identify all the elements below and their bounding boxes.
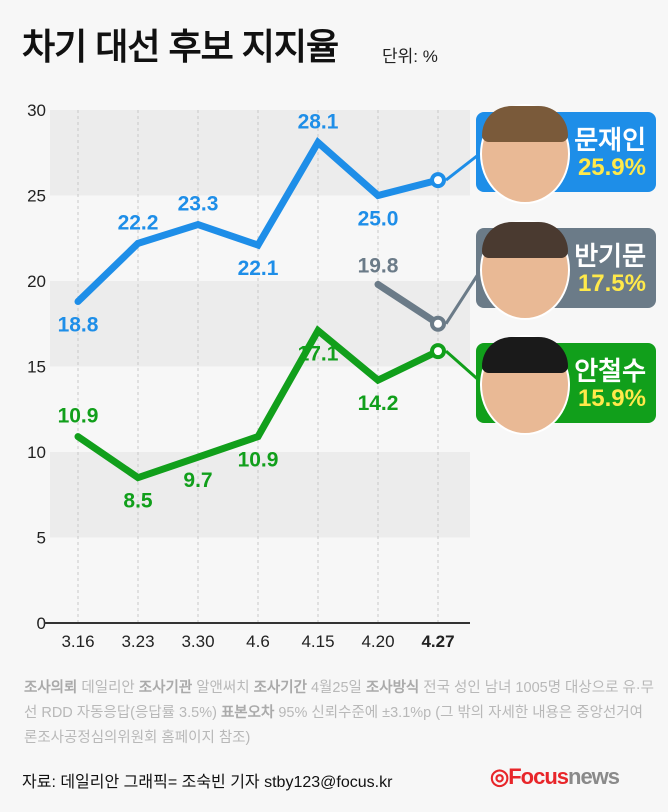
candidate-value: 17.5% bbox=[577, 270, 646, 297]
candidate-name: 반기문 bbox=[574, 241, 646, 271]
data-label: 9.7 bbox=[183, 469, 212, 492]
x-tick-label: 4.6 bbox=[246, 632, 270, 651]
data-label: 8.5 bbox=[123, 490, 153, 513]
series-line bbox=[74, 137, 442, 306]
y-tick-label: 20 bbox=[27, 272, 46, 291]
y-tick-label: 0 bbox=[37, 614, 46, 633]
data-label: 25.0 bbox=[358, 208, 399, 231]
x-tick-label: 3.30 bbox=[181, 632, 214, 651]
series-line bbox=[74, 325, 442, 482]
candidate-photo bbox=[480, 335, 570, 435]
y-tick-label: 25 bbox=[27, 187, 46, 206]
data-label: 22.2 bbox=[118, 211, 159, 234]
data-label: 28.1 bbox=[298, 110, 339, 133]
source-credit: 자료: 데일리안 그래픽= 조숙빈 기자 stby123@focus.kr bbox=[22, 774, 393, 791]
candidate-value: 25.9% bbox=[577, 154, 646, 181]
x-tick-label: 3.16 bbox=[61, 632, 94, 651]
series-line bbox=[374, 280, 442, 328]
end-point-marker bbox=[430, 172, 446, 189]
candidate-callout: 문재인 25.9% bbox=[476, 104, 656, 204]
y-tick-label: 5 bbox=[37, 529, 46, 548]
candidate-name: 안철수 bbox=[574, 356, 646, 386]
data-label: 10.9 bbox=[238, 449, 279, 472]
data-label: 17.1 bbox=[298, 343, 339, 366]
unit-label: 단위: % bbox=[382, 47, 438, 66]
data-label: 10.9 bbox=[58, 405, 99, 428]
candidate-callout: 안철수 15.9% bbox=[476, 335, 656, 435]
focusnews-logo: ◎Focusnews bbox=[490, 764, 620, 789]
candidate-photo bbox=[480, 104, 570, 204]
x-tick-label: 4.27 bbox=[421, 632, 454, 651]
data-label: 14.2 bbox=[358, 392, 399, 415]
candidate-photo bbox=[480, 220, 570, 320]
candidate-callout: 반기문 17.5% bbox=[476, 220, 656, 320]
data-label: 18.8 bbox=[58, 314, 99, 337]
data-label: 19.8 bbox=[358, 254, 399, 277]
end-point-marker bbox=[430, 343, 446, 360]
x-tick-label: 4.20 bbox=[361, 632, 394, 651]
grid-band bbox=[50, 281, 470, 367]
candidate-value: 15.9% bbox=[577, 385, 646, 412]
survey-note: 조사의뢰 데일리안 조사기관 알앤써치 조사기간 4월25일 조사방식 전국 성… bbox=[24, 680, 654, 746]
end-point-marker bbox=[430, 315, 446, 332]
grid-band bbox=[50, 110, 470, 196]
y-tick-label: 30 bbox=[27, 101, 46, 120]
x-tick-label: 4.15 bbox=[301, 632, 334, 651]
y-tick-label: 10 bbox=[27, 443, 46, 462]
page-title: 차기 대선 후보 지지율 bbox=[22, 26, 339, 67]
x-tick-label: 3.23 bbox=[121, 632, 154, 651]
data-label: 23.3 bbox=[178, 193, 219, 216]
y-tick-label: 15 bbox=[27, 358, 46, 377]
candidate-name: 문재인 bbox=[574, 125, 646, 155]
data-label: 22.1 bbox=[238, 257, 279, 280]
